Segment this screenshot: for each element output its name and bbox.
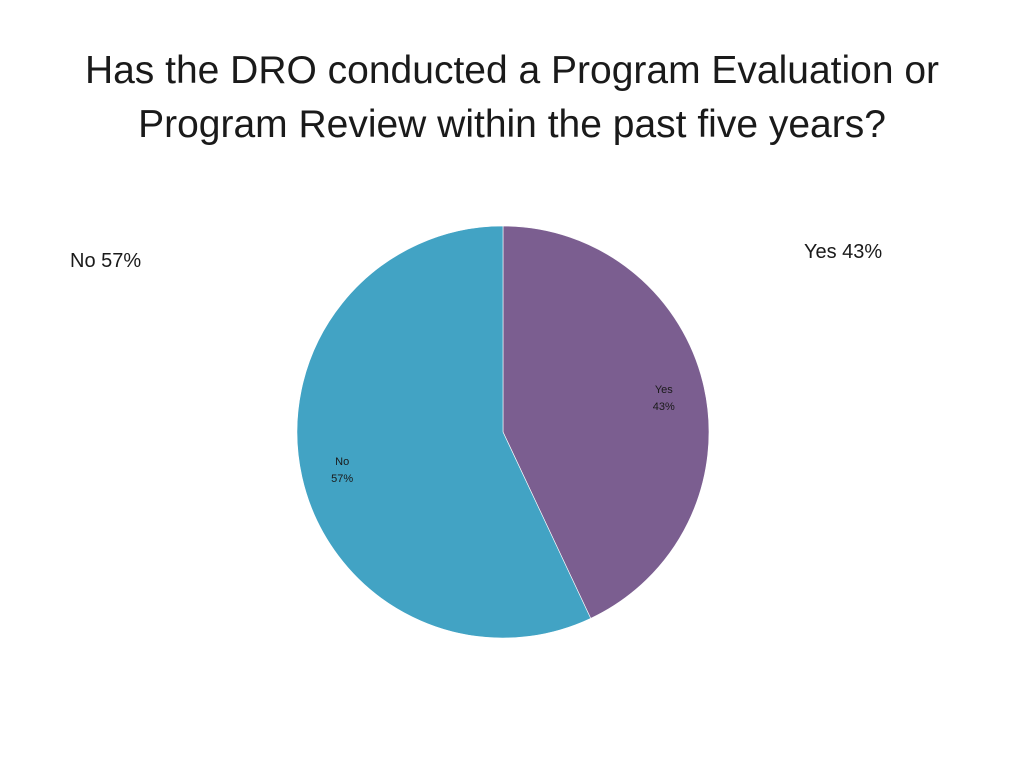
pie-slice-label-value: 57% [331, 473, 353, 485]
chart-title-line-1: Has the DRO conducted a Program Evaluati… [84, 49, 940, 92]
pie-slice-labels: Yes 43% No 57% [331, 384, 675, 485]
outer-label-yes: Yes 43% [804, 241, 883, 263]
pie-slice-label-name: No [335, 456, 349, 468]
outer-label-no: No 57% [70, 250, 142, 272]
pie-slice-no [296, 225, 592, 639]
pie-slice-label-no: No 57% [331, 456, 353, 485]
pie-slice-yes [502, 225, 710, 619]
chart-title-line-2: Program Review within the past five year… [138, 103, 886, 146]
pie-slice-label-value: 43% [653, 401, 675, 413]
pie-slice-label-yes: Yes 43% [653, 384, 675, 413]
pie-slices [296, 225, 710, 639]
pie-slice-label-name: Yes [655, 384, 673, 396]
chart-title: Has the DRO conducted a Program Evaluati… [0, 44, 1024, 152]
